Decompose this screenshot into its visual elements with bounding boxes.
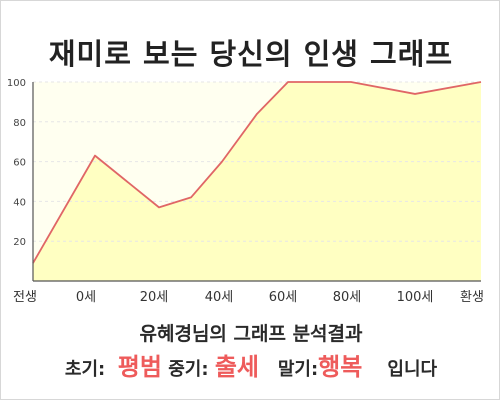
y-tick-label: 40 [13,197,26,208]
middle-label: 중기: [168,359,209,380]
early-value: 평범 [117,353,162,381]
x-tick-label: 80세 [333,290,362,305]
series-area [33,82,481,281]
x-tick-label: 100세 [397,290,434,305]
y-tick-label: 20 [13,237,26,248]
middle-value: 출세 [214,353,260,381]
analysis-summary: 초기: 평범 중기: 출세 말기:행복 입니다 [1,347,500,382]
x-tick-label: 전생 [13,290,37,305]
life-graph-chart: 20 40 60 80 100 전생 0세 20세 40세 60세 80세 100세 환생 [7,78,484,305]
x-tick-label: 40세 [205,290,234,305]
chart-title: 재미로 보는 당신의 인생 그래프 [48,37,454,71]
x-tick-label: 0세 [76,290,96,305]
series-line [32,81,482,264]
x-tick-label: 60세 [269,290,298,305]
early-label: 초기: [64,359,106,380]
late-value: 행복 [318,353,363,381]
ending-text: 입니다 [387,359,438,380]
y-tick-label: 80 [13,118,26,129]
late-label: 말기: [277,359,319,380]
x-tick-label: 환생 [460,290,484,305]
analysis-subtitle: 유혜경님의 그래프 분석결과 [139,323,363,345]
y-tick-label: 100 [7,78,26,89]
x-tick-label: 20세 [140,290,169,305]
y-tick-label: 60 [13,158,26,169]
